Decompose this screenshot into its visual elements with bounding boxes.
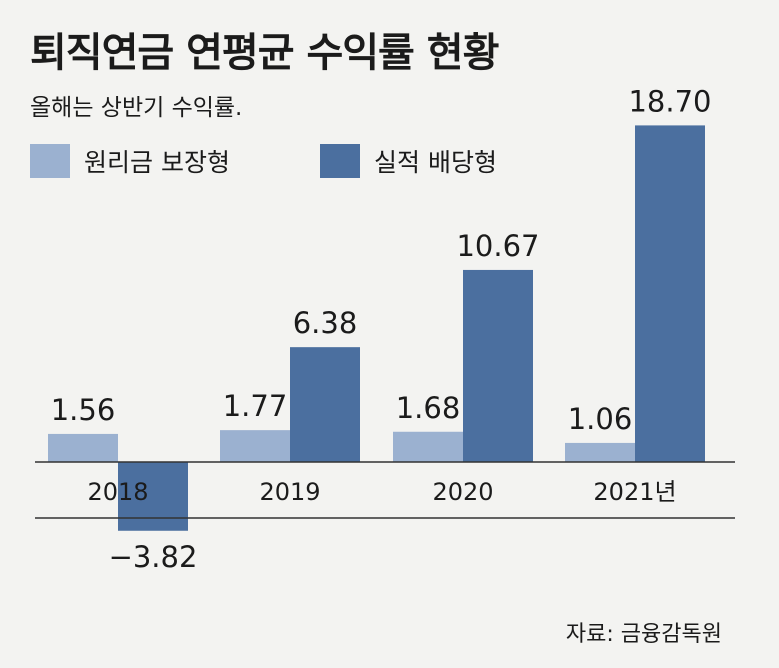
chart-title: 퇴직연금 연평균 수익률 현황 [30, 30, 499, 76]
legend-swatch-performance-dividend [320, 144, 360, 178]
data-label-principal-guaranteed-1: 1.77 [223, 389, 288, 423]
source-note: 자료: 금융감독원 [565, 622, 722, 647]
legend-item-principal-guaranteed: 원리금 보장형 [30, 143, 230, 179]
legend-label-principal-guaranteed: 원리금 보장형 [84, 148, 230, 177]
bar-performance-dividend-3 [635, 125, 705, 463]
legend-swatch-principal-guaranteed [30, 144, 70, 178]
data-label-principal-guaranteed-0: 1.56 [51, 393, 116, 427]
chart-subtitle: 올해는 상반기 수익률. [30, 95, 243, 121]
data-label-performance-dividend-0: −3.82 [109, 540, 198, 574]
legend-item-performance-dividend: 실적 배당형 [320, 143, 497, 179]
x-tick-label-2: 2020 [432, 478, 493, 506]
bar-principal-guaranteed-0 [48, 433, 118, 462]
data-label-performance-dividend-1: 6.38 [293, 306, 358, 340]
bar-principal-guaranteed-2 [393, 431, 463, 462]
bar-principal-guaranteed-1 [220, 430, 290, 462]
x-tick-label-0: 2018 [87, 478, 148, 506]
data-label-performance-dividend-3: 18.70 [628, 84, 711, 118]
legend: 원리금 보장형 실적 배당형 [30, 143, 730, 179]
data-label-performance-dividend-2: 10.67 [456, 229, 539, 263]
x-tick-label-1: 2019 [259, 478, 320, 506]
legend-label-performance-dividend: 실적 배당형 [374, 148, 497, 177]
data-label-principal-guaranteed-3: 1.06 [568, 402, 633, 436]
bar-principal-guaranteed-3 [565, 442, 635, 462]
data-label-principal-guaranteed-2: 1.68 [396, 391, 461, 425]
bar-performance-dividend-1 [290, 347, 360, 462]
bar-performance-dividend-2 [463, 269, 533, 462]
x-tick-label-3: 2021년 [593, 478, 676, 506]
bar-performance-dividend-0 [118, 462, 188, 531]
